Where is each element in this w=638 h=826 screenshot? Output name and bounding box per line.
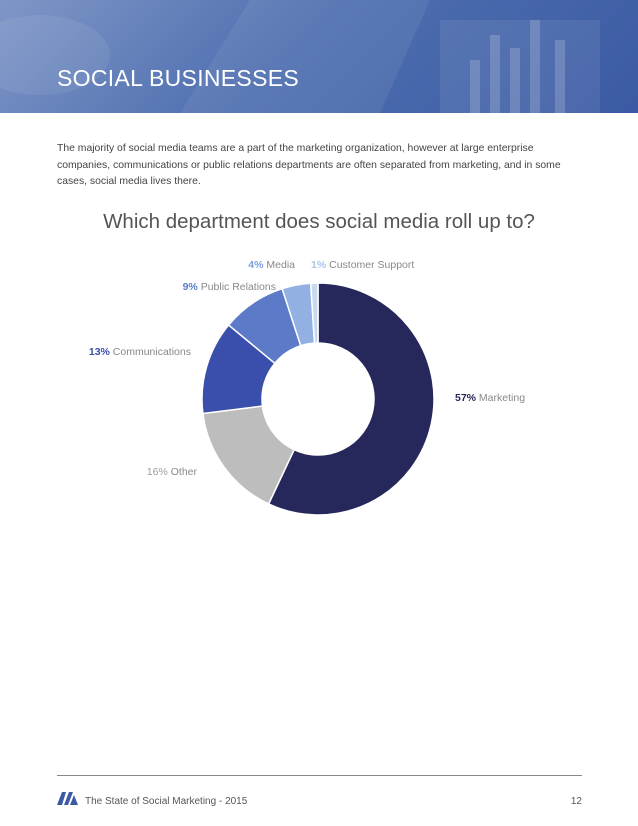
header-background-graphic — [0, 0, 600, 113]
label-media: 4% Media — [248, 259, 295, 271]
label-customer-support: 1% Customer Support — [311, 259, 414, 271]
label-category-other: Other — [168, 466, 198, 478]
slice-marketing — [267, 282, 435, 516]
slice-customer-support — [309, 282, 319, 344]
label-category-customer-support: Customer Support — [326, 259, 414, 271]
brand-logo-icon — [57, 792, 78, 805]
label-category-public-relations: Public Relations — [198, 281, 276, 293]
donut-chart: 57% Marketing 16% Other 13% Communications… — [89, 259, 525, 516]
label-category-media: Media — [263, 259, 295, 271]
label-value-customer-support: 1% — [311, 259, 327, 271]
intro-paragraph: The majority of social media teams are a… — [57, 143, 561, 187]
label-value-communications: 13% — [89, 346, 111, 358]
page-number: 12 — [570, 796, 582, 807]
label-public-relations: 9% Public Relations — [183, 281, 276, 293]
label-marketing: 57% Marketing — [455, 392, 525, 404]
label-value-other: 16% — [147, 466, 168, 478]
label-category-marketing: Marketing — [476, 392, 525, 404]
page-title: SOCIAL BUSINESSES — [57, 65, 299, 91]
header-banner: SOCIAL BUSINESSES — [0, 0, 638, 113]
footer-publication-title: The State of Social Marketing - 2015 — [85, 796, 248, 807]
chart-title: Which department does social media roll … — [103, 210, 535, 233]
label-category-communications: Communications — [110, 346, 191, 358]
label-value-public-relations: 9% — [183, 281, 199, 293]
label-value-media: 4% — [248, 259, 264, 271]
label-communications: 13% Communications — [89, 346, 191, 358]
label-value-marketing: 57% — [455, 392, 477, 404]
footer-divider — [57, 775, 582, 776]
label-other: 16% Other — [147, 466, 198, 478]
